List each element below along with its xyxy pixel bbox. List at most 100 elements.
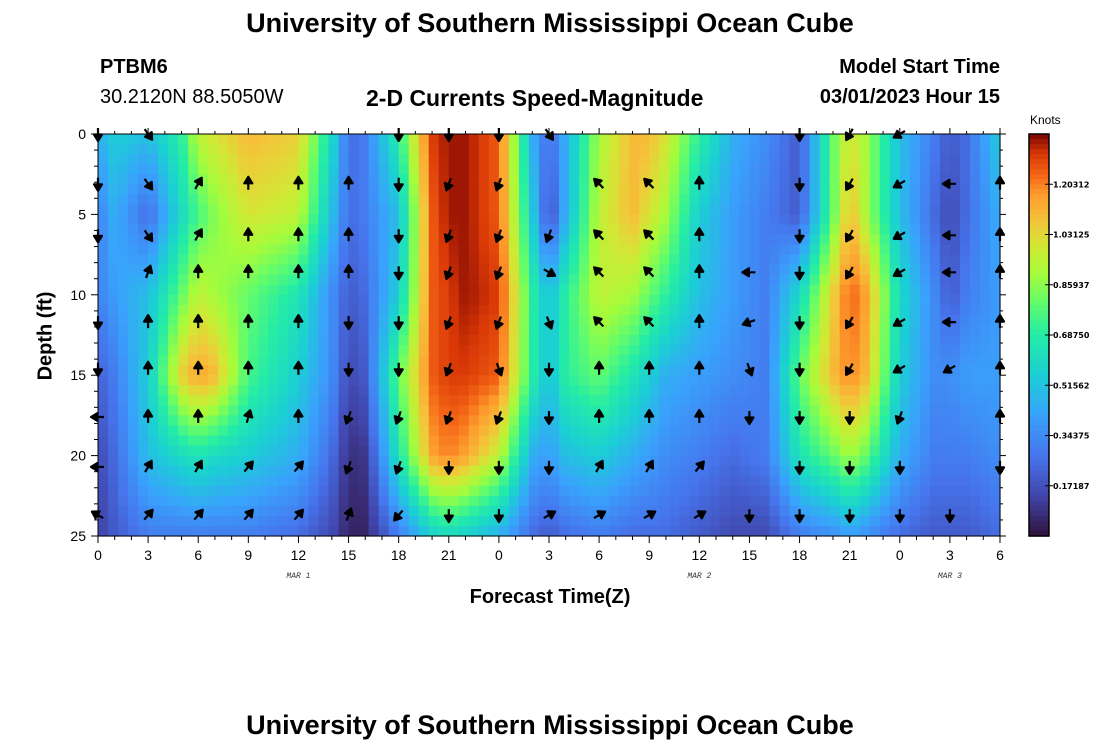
heatmap-cell (779, 144, 791, 155)
heatmap-cell (528, 144, 540, 155)
heatmap-cell (849, 415, 861, 427)
heatmap-cell (208, 495, 219, 507)
heatmap-cell (889, 164, 901, 175)
heatmap-cell (899, 294, 911, 306)
heatmap-cell (368, 375, 380, 386)
heatmap-cell (759, 184, 771, 195)
heatmap-cell (559, 264, 570, 276)
heatmap-cell (458, 495, 470, 507)
heatmap-cell (749, 335, 761, 346)
heatmap-cell (909, 475, 921, 487)
heatmap-cell (709, 425, 720, 437)
heatmap-cell (579, 505, 590, 517)
heatmap-cell (719, 505, 730, 517)
heatmap-cell (118, 204, 129, 215)
heatmap-cell (659, 284, 670, 296)
heatmap-cell (228, 365, 239, 376)
heatmap-cell (398, 405, 410, 416)
heatmap-cell (779, 465, 791, 477)
heatmap-cell (168, 525, 179, 537)
heatmap-cell (148, 234, 159, 246)
x-tick-label: 21 (441, 547, 457, 563)
heatmap-cell (478, 144, 490, 155)
heatmap-cell (989, 184, 1001, 195)
direction-arrow (744, 362, 755, 377)
heatmap-cell (508, 194, 520, 205)
heatmap-cell (739, 274, 751, 286)
heatmap-cell (408, 184, 420, 195)
heatmap-cell (418, 475, 430, 487)
heatmap-cell (438, 174, 450, 185)
colorbar-segment (1029, 355, 1049, 361)
heatmap-cell (889, 435, 901, 447)
heatmap-cell (819, 214, 831, 226)
heatmap-cell (148, 435, 159, 447)
heatmap-cell (809, 495, 821, 507)
heatmap-cell (949, 515, 961, 527)
heatmap-cell (639, 515, 650, 527)
heatmap-cell (679, 415, 690, 427)
heatmap-cell (559, 194, 570, 205)
heatmap-cell (569, 174, 580, 185)
heatmap-cell (368, 224, 380, 236)
heatmap-cell (118, 184, 129, 195)
heatmap-cell (428, 345, 440, 356)
heatmap-cell (148, 264, 159, 276)
heatmap-cell (689, 214, 700, 226)
heatmap-cell (158, 244, 169, 256)
heatmap-cell (328, 335, 340, 346)
heatmap-cell (669, 204, 680, 215)
heatmap-cell (518, 154, 530, 165)
heatmap-cell (398, 154, 410, 165)
heatmap-cell (589, 455, 600, 467)
heatmap-cell (729, 345, 741, 356)
heatmap-cell (368, 254, 380, 266)
heatmap-cell (368, 435, 380, 447)
heatmap-cell (308, 465, 320, 477)
heatmap-cell (949, 304, 961, 316)
heatmap-cell (378, 525, 390, 537)
heatmap-cell (609, 164, 620, 175)
heatmap-cell (218, 365, 229, 376)
heatmap-cell (699, 445, 710, 457)
heatmap-cell (579, 214, 590, 226)
heatmap-cell (408, 194, 420, 205)
heatmap-cell (669, 294, 680, 306)
x-tick-label: 15 (341, 547, 357, 563)
heatmap-cell (528, 254, 540, 266)
heatmap-cell (118, 294, 129, 306)
heatmap-cell (699, 405, 710, 416)
heatmap-cell (979, 405, 991, 416)
heatmap-cell (168, 505, 179, 517)
heatmap-cell (348, 455, 360, 467)
heatmap-cell (689, 174, 700, 185)
heatmap-cell (699, 154, 710, 165)
heatmap-cell (328, 264, 340, 276)
colorbar-segment (1029, 350, 1049, 356)
heatmap-cell (208, 314, 219, 326)
heatmap-cell (609, 465, 620, 477)
heatmap-cell (418, 405, 430, 416)
colorbar-segment (1029, 199, 1049, 205)
heatmap-cell (348, 485, 360, 497)
heatmap-cell (589, 435, 600, 447)
heatmap-cell (709, 485, 720, 497)
heatmap-cell (418, 365, 430, 376)
heatmap-cell (108, 134, 119, 145)
heatmap-cell (989, 435, 1001, 447)
heatmap-cell (108, 144, 119, 155)
heatmap-cell (468, 495, 480, 507)
heatmap-cell (528, 445, 540, 457)
heatmap-cell (528, 274, 540, 286)
heatmap-cell (949, 274, 961, 286)
heatmap-cell (148, 525, 159, 537)
heatmap-cell (789, 184, 801, 195)
heatmap-cell (699, 495, 710, 507)
heatmap-cell (899, 455, 911, 467)
heatmap-cell (298, 355, 310, 366)
heatmap-cell (609, 495, 620, 507)
direction-arrow (744, 411, 755, 426)
heatmap-cell (328, 204, 340, 215)
heatmap-cell (939, 375, 951, 386)
heatmap-cell (178, 525, 189, 537)
